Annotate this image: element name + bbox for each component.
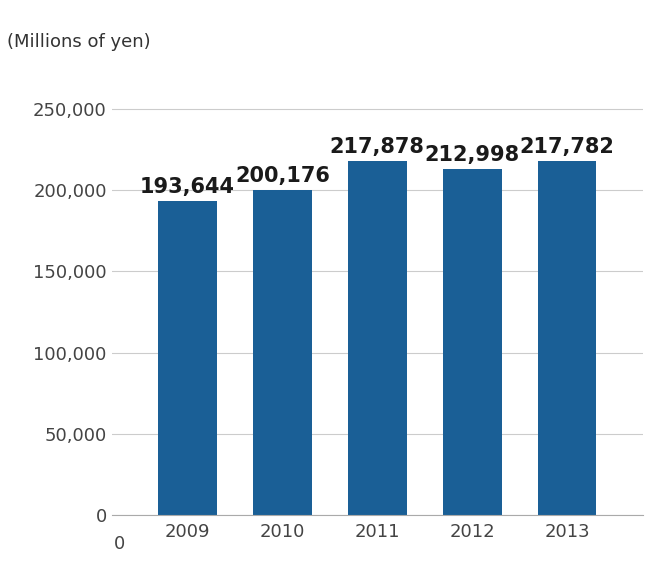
Text: 217,878: 217,878 [330,137,424,157]
Bar [158,201,217,515]
Text: (Millions of yen): (Millions of yen) [7,34,150,51]
Text: 200,176: 200,176 [235,166,330,186]
Text: 217,782: 217,782 [520,137,615,157]
Bar [348,161,407,515]
Text: 193,644: 193,644 [140,177,235,197]
Text: 212,998: 212,998 [424,145,520,165]
Bar [443,169,501,515]
Bar [253,190,312,515]
Bar [537,161,596,515]
Text: 0: 0 [113,535,125,553]
